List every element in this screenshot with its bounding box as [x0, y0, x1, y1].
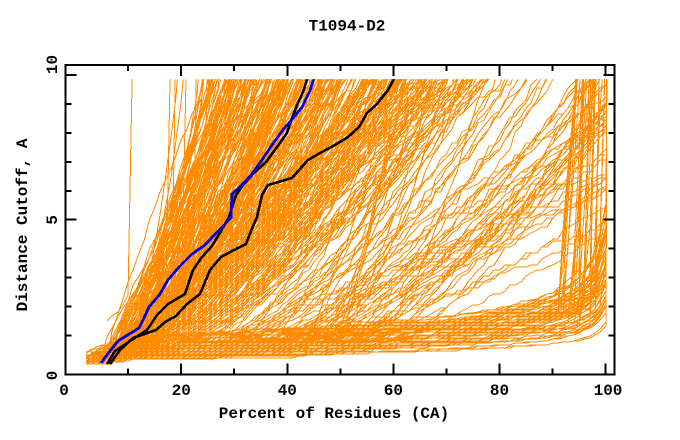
- svg-text:0: 0: [59, 382, 69, 400]
- svg-text:Percent of Residues (CA): Percent of Residues (CA): [219, 405, 449, 423]
- svg-text:5: 5: [44, 215, 62, 225]
- svg-text:T1094-D2: T1094-D2: [309, 18, 386, 36]
- svg-text:60: 60: [384, 382, 403, 400]
- svg-text:80: 80: [490, 382, 509, 400]
- svg-text:20: 20: [172, 382, 191, 400]
- svg-text:Distance Cutoff, A: Distance Cutoff, A: [14, 138, 32, 311]
- svg-text:100: 100: [594, 382, 623, 400]
- svg-text:0: 0: [44, 371, 62, 381]
- svg-text:40: 40: [278, 382, 297, 400]
- svg-text:10: 10: [44, 55, 62, 74]
